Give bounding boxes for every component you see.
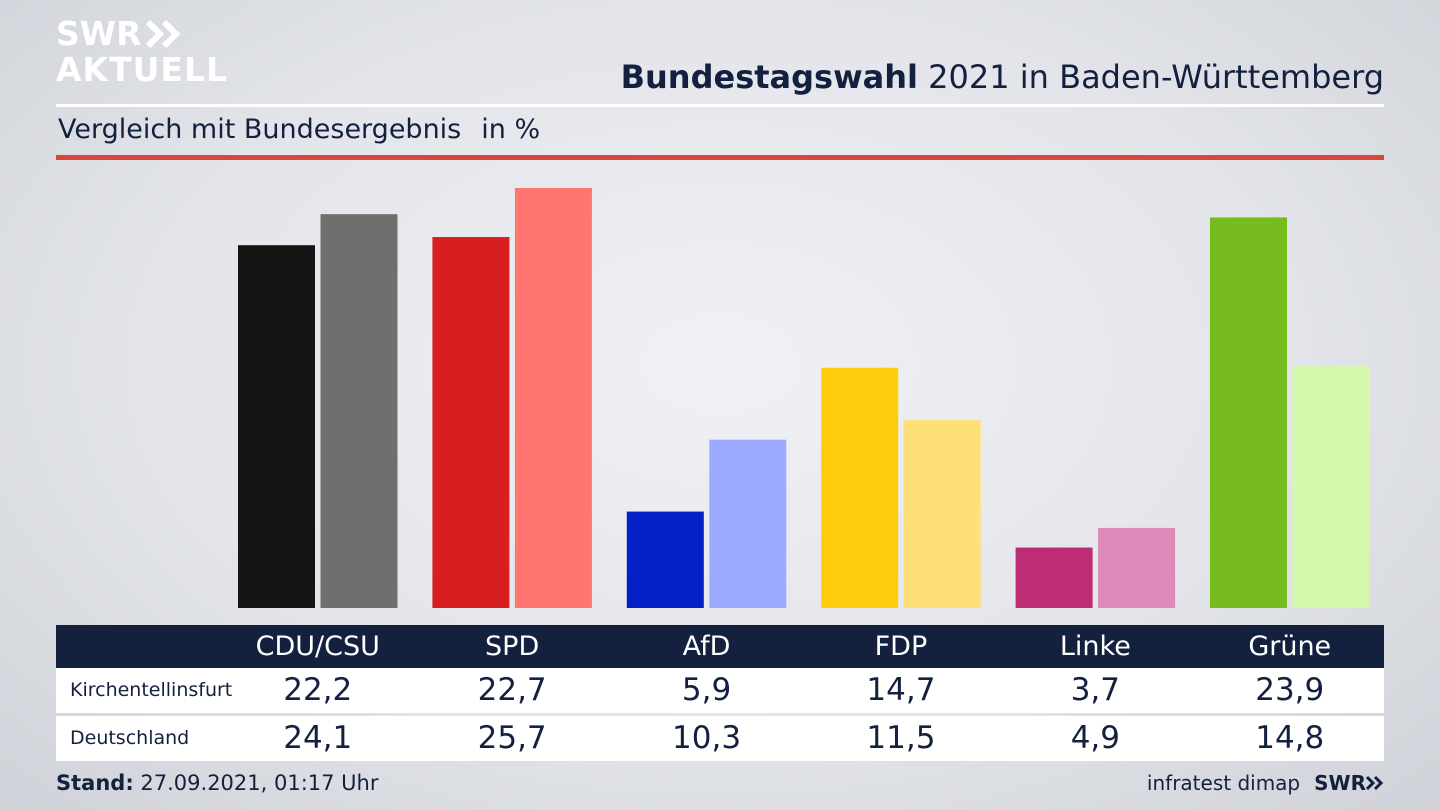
bar-cdu-csu-kirchentellinsfurt	[238, 245, 315, 609]
bar-cdu-csu-deutschland	[320, 214, 398, 608]
bar-fdp-deutschland	[903, 420, 981, 608]
bar-fdp-kirchentellinsfurt	[821, 367, 899, 608]
title-rest: 2021 in Baden-Württemberg	[917, 58, 1384, 96]
data-label: 22,2	[283, 672, 353, 708]
logo-line-2: AKTUELL	[56, 50, 229, 89]
party-header-row: CDU/CSU SPD AfD FDP Linke Grüne	[56, 625, 1384, 668]
title-bold: Bundestagswahl	[620, 58, 918, 96]
double-chevron-icon	[1366, 775, 1384, 791]
party-label: Grüne	[1248, 631, 1332, 662]
party-label: AfD	[682, 631, 731, 662]
bar-grüne-kirchentellinsfurt	[1210, 217, 1287, 609]
logo-line-1: SWR	[56, 14, 142, 53]
bar-afd-deutschland	[709, 439, 787, 608]
party-label: SPD	[485, 631, 540, 662]
double-chevron-icon	[145, 20, 180, 48]
data-label: 14,8	[1255, 720, 1325, 756]
row-label: Kirchentellinsfurt	[70, 679, 233, 701]
timestamp: Stand: 27.09.2021, 01:17 Uhr	[56, 771, 379, 795]
bar-afd-kirchentellinsfurt	[626, 511, 704, 608]
party-label: Linke	[1059, 631, 1131, 662]
party-label: CDU/CSU	[255, 631, 380, 662]
results-table: CDU/CSU SPD AfD FDP Linke Grüne Kirchentellin…	[56, 625, 1384, 761]
table-row: Deutschland 24,1 25,7 10,3 11,5 4,9 14,8	[56, 716, 1384, 761]
data-label: 4,9	[1070, 720, 1120, 756]
table-row: Kirchentellinsfurt 22,2 22,7 5,9 14,7 3,7 23,…	[56, 668, 1384, 713]
bar-linke-deutschland	[1098, 527, 1176, 608]
stand-value: 27.09.2021, 01:17 Uhr	[133, 771, 379, 795]
data-label: 14,7	[866, 672, 936, 708]
bar-grüne-deutschland	[1292, 366, 1370, 608]
bar-spd-deutschland	[514, 188, 592, 608]
source-credit: infratest dimap SWR	[1147, 771, 1384, 795]
swr-footer-text: SWR	[1314, 771, 1366, 795]
chart-title: Bundestagswahl 2021 in Baden-Württemberg	[621, 58, 1384, 96]
bar-spd-kirchentellinsfurt	[432, 237, 510, 609]
data-label: 3,7	[1070, 672, 1120, 708]
data-label: 5,9	[681, 672, 732, 708]
data-label: 11,5	[866, 720, 936, 756]
subtitle-divider	[56, 155, 1384, 160]
stand-label: Stand:	[56, 771, 134, 795]
data-label: 10,3	[672, 720, 742, 756]
swr-aktuell-logo: SWR AKTUELL	[56, 16, 228, 88]
data-label: 23,9	[1255, 672, 1325, 708]
chart-subtitle: Vergleich mit Bundesergebnis in %	[58, 114, 540, 145]
title-divider	[56, 104, 1384, 107]
subtitle-text: Vergleich mit Bundesergebnis	[58, 114, 462, 145]
data-label: 25,7	[477, 720, 547, 756]
row-label: Deutschland	[70, 727, 190, 749]
data-label: 24,1	[283, 720, 353, 756]
data-label: 22,7	[477, 672, 547, 708]
swr-footer-logo: SWR	[1314, 771, 1384, 795]
source-label: infratest dimap	[1146, 771, 1301, 795]
party-label: FDP	[874, 631, 928, 662]
bar-linke-kirchentellinsfurt	[1015, 547, 1093, 608]
bar-chart	[238, 188, 1370, 609]
unit-label: in %	[481, 114, 541, 145]
